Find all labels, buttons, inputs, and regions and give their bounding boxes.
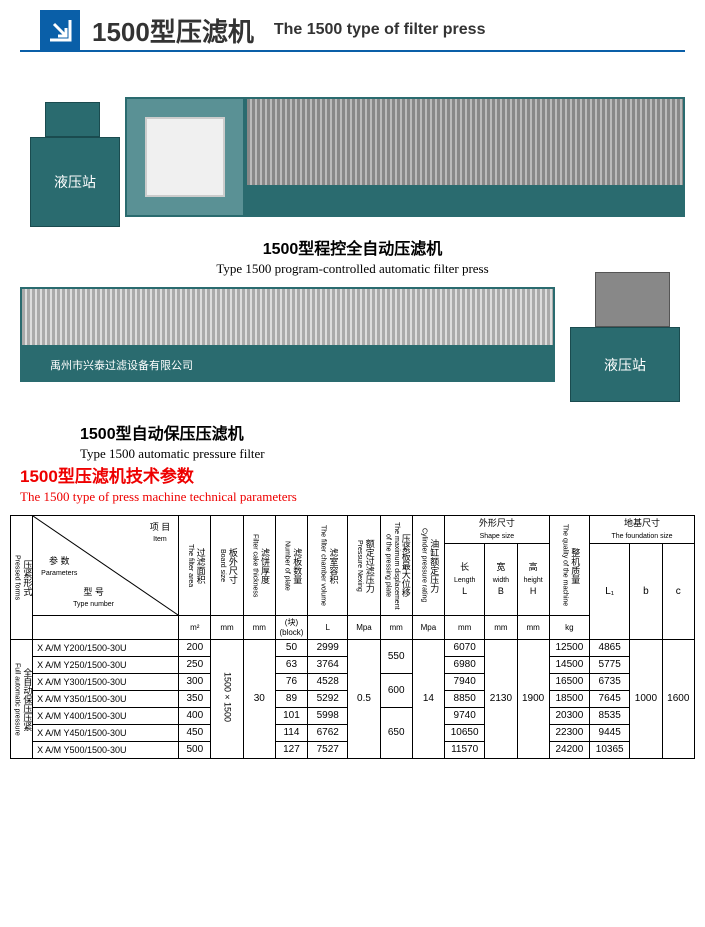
hydraulic-station-2: 液压站 xyxy=(570,327,680,402)
page-title-en: The 1500 type of filter press xyxy=(274,21,486,39)
header-logo-icon xyxy=(40,10,80,50)
press-base-2: 禹州市兴泰过滤设备有限公司 xyxy=(20,347,555,382)
section-title-cn: 1500型压滤机技术参数 xyxy=(0,462,705,487)
press-base-1 xyxy=(245,187,685,217)
hydraulic-station-1: 液压站 xyxy=(30,137,120,227)
parameters-table-wrap: 压紧形式Pressed forms 项 目Item 参 数Parameters … xyxy=(0,515,705,759)
motor-unit xyxy=(595,272,670,327)
filter-plates-1 xyxy=(245,97,685,187)
section-title-en: The 1500 type of press machine technical… xyxy=(0,487,705,515)
control-panel xyxy=(125,97,245,217)
page-title-cn: 1500型压滤机 xyxy=(92,12,254,49)
machine-1-figure: 液压站 1500型程控全自动压滤机 Type 1500 program-cont… xyxy=(20,67,685,267)
parameters-table: 压紧形式Pressed forms 项 目Item 参 数Parameters … xyxy=(10,515,695,759)
filter-plates-2 xyxy=(20,287,555,347)
machine-2-caption: 1500型自动保压压滤机 Type 1500 automatic pressur… xyxy=(20,420,685,462)
hydraulic-pump-top xyxy=(45,102,100,137)
page-header: 1500型压滤机 The 1500 type of filter press xyxy=(20,0,685,52)
machine-1-caption: 1500型程控全自动压滤机 Type 1500 program-controll… xyxy=(20,235,685,277)
product-images-section: 液压站 1500型程控全自动压滤机 Type 1500 program-cont… xyxy=(0,67,705,452)
machine-2-figure: 禹州市兴泰过滤设备有限公司 液压站 1500型自动保压压滤机 Type 1500… xyxy=(20,272,685,452)
table-row: 全自动保压压紧Full automatic pressureX A/M Y200… xyxy=(11,640,695,657)
table-header-row-1: 压紧形式Pressed forms 项 目Item 参 数Parameters … xyxy=(11,516,695,544)
